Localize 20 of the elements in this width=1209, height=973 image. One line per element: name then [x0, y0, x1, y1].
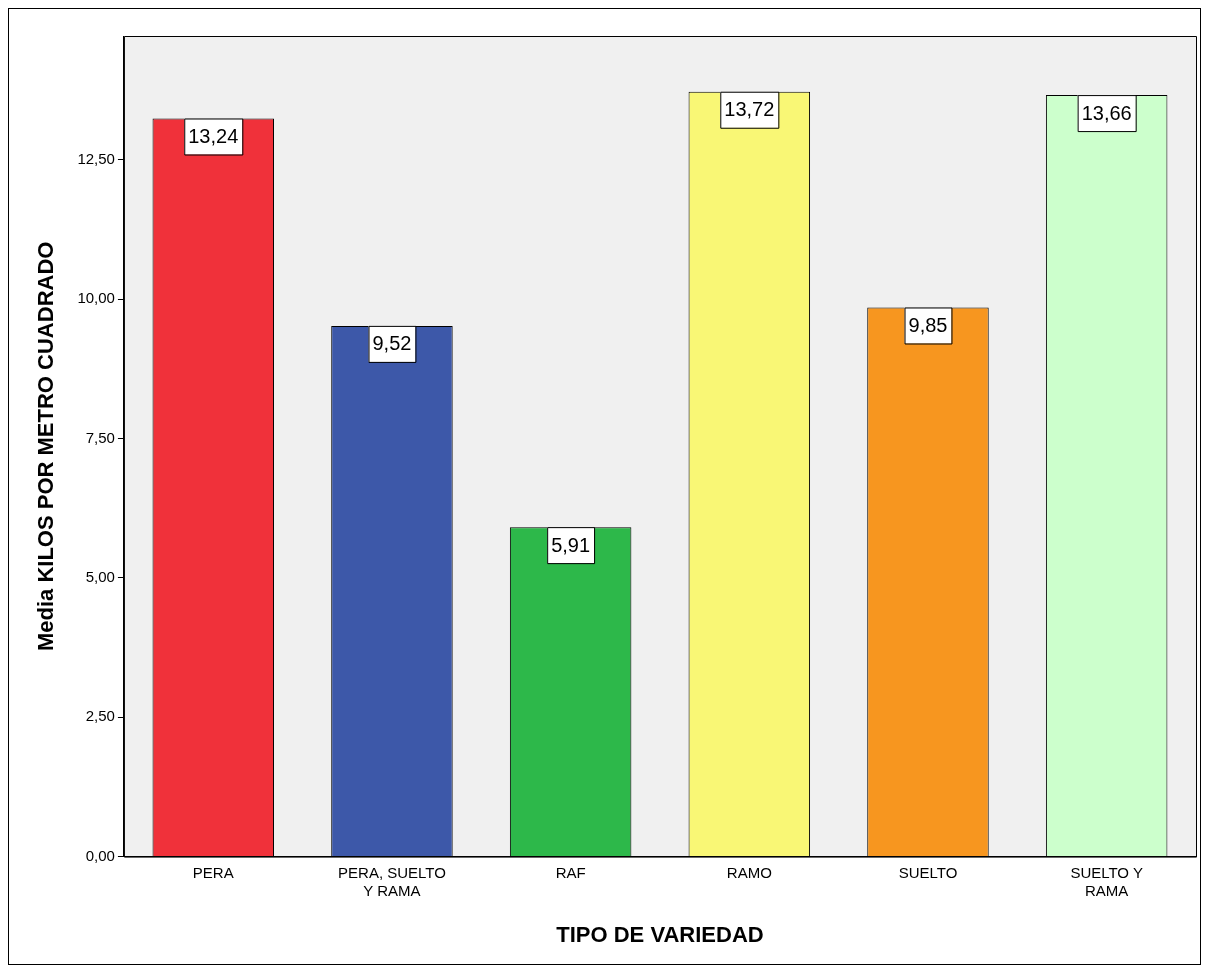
- data-label: 9,52: [372, 332, 412, 355]
- y-tick-label: 5,00: [85, 568, 115, 585]
- y-axis-title: Media KILOS POR METRO CUADRADO: [33, 241, 59, 652]
- x-tick-label: RAF: [555, 863, 586, 881]
- y-tick-label: 0,00: [85, 846, 115, 864]
- y-tick-label: 10,00: [77, 289, 115, 307]
- x-tick-label: PERA, SUELTO Y RAMA: [338, 863, 446, 899]
- x-tick-label: SUELTO: [898, 863, 958, 881]
- x-tick-label: RAMO: [726, 863, 772, 881]
- data-label: 13,72: [724, 98, 775, 121]
- x-tick-label: SUELTO Y RAMA: [1070, 863, 1143, 899]
- y-tick-label: 2,50: [85, 707, 115, 725]
- y-tick-label: 12,50: [77, 149, 115, 167]
- data-label: 13,66: [1081, 101, 1132, 124]
- y-tick-label: 7,50: [85, 428, 115, 446]
- data-label: 5,91: [551, 533, 591, 556]
- data-label: 13,24: [188, 125, 239, 148]
- x-axis-title: TIPO DE VARIEDAD: [556, 921, 764, 947]
- data-label: 9,85: [908, 314, 948, 336]
- x-tick-label: PERA: [192, 863, 234, 881]
